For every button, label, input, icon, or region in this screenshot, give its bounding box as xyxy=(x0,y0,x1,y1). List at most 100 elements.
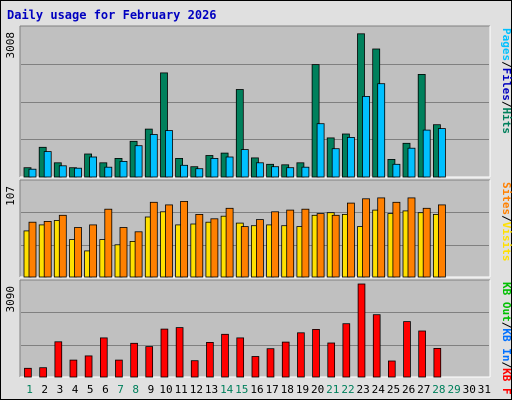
bar-sites xyxy=(422,207,431,278)
bar-sites xyxy=(346,202,355,278)
legend-part: KB In xyxy=(500,328,512,361)
bar-sites xyxy=(255,219,264,278)
x-tick-label: 10 xyxy=(159,383,172,396)
x-tick-label: 2 xyxy=(41,383,48,396)
bar-files xyxy=(255,162,264,178)
x-tick-label: 12 xyxy=(190,383,203,396)
bar-sites xyxy=(134,231,143,278)
bar-sites xyxy=(331,214,340,278)
legend-part: / xyxy=(500,322,512,329)
bar-sites xyxy=(195,213,204,278)
x-tick-label: 29 xyxy=(447,383,460,396)
bar-files xyxy=(316,123,325,178)
bar-sites xyxy=(119,227,128,278)
bar-sites xyxy=(225,207,234,278)
bar-kb-f xyxy=(100,337,108,378)
bar-kb-f xyxy=(175,327,184,378)
bar-files xyxy=(74,167,82,178)
bar-files xyxy=(43,151,52,178)
bar-sites xyxy=(89,224,97,278)
x-tick-label: 14 xyxy=(220,383,234,396)
bar-files xyxy=(225,156,234,178)
x-tick-label: 21 xyxy=(326,383,339,396)
x-tick-label: 18 xyxy=(281,383,294,396)
x-tick-label: 17 xyxy=(266,383,279,396)
legend-part: Sites xyxy=(500,182,512,215)
bar-kb-f xyxy=(206,341,214,378)
x-tick-label: 22 xyxy=(341,383,354,396)
bar-sites xyxy=(407,197,416,278)
bar-sites xyxy=(58,214,67,278)
x-tick-label: 5 xyxy=(87,383,94,396)
bar-sites xyxy=(437,204,446,278)
y-axis-legend: Pages/Files/Hits xyxy=(500,28,512,134)
bar-files xyxy=(362,96,370,178)
bar-kb-f xyxy=(327,342,336,378)
bar-files xyxy=(331,148,340,178)
bar-files xyxy=(195,168,204,178)
legend-part: / xyxy=(500,101,512,108)
legend-part: KB Out xyxy=(500,282,512,322)
bar-kb-f xyxy=(281,341,290,378)
bar-sites xyxy=(301,208,310,278)
bar-kb-f xyxy=(145,346,154,378)
bar-kb-f xyxy=(433,347,442,378)
bar-kb-f xyxy=(357,283,366,378)
bar-hits xyxy=(160,72,168,178)
bar-files xyxy=(180,164,189,178)
bar-files xyxy=(437,128,446,178)
bar-kb-f xyxy=(54,341,63,378)
bar-files xyxy=(134,145,143,178)
x-tick-label: 26 xyxy=(402,383,415,396)
bar-files xyxy=(377,83,386,178)
bar-kb-f xyxy=(190,360,199,378)
bar-sites xyxy=(377,197,386,278)
x-axis-labels: 1 2 3 4 5 6 7 8 9 10 11 12 13 14 15 16 17 18 19 20 21 22 23 24 2… xyxy=(26,383,491,396)
legend-part: Pages xyxy=(500,28,512,61)
bar-kb-f xyxy=(342,323,351,378)
bar-sites xyxy=(28,221,37,278)
legend-part: Hits xyxy=(500,108,512,135)
bar-kb-f xyxy=(372,314,381,378)
x-tick-label: 23 xyxy=(356,383,369,396)
bar-files xyxy=(271,166,280,178)
bar-files xyxy=(28,168,37,178)
y-max-label: 3090 xyxy=(4,286,17,313)
bar-files xyxy=(301,166,310,178)
bar-kb-f xyxy=(418,330,426,378)
legend-part: KB F xyxy=(500,368,512,395)
bar-kb-f xyxy=(403,321,411,378)
x-tick-label: 6 xyxy=(102,383,109,396)
bar-files xyxy=(407,147,416,178)
bar-hits xyxy=(235,89,244,178)
bar-sites xyxy=(74,227,82,278)
bar-kb-f xyxy=(221,333,229,378)
x-tick-label: 1 xyxy=(26,383,33,396)
x-tick-label: 25 xyxy=(387,383,400,396)
bar-files xyxy=(392,163,401,178)
chart-title: Daily usage for February 2026 xyxy=(7,8,217,22)
bar-hits xyxy=(417,74,426,178)
x-tick-label: 13 xyxy=(205,383,218,396)
bar-files xyxy=(104,166,113,178)
bar-sites xyxy=(165,204,173,278)
legend-part: / xyxy=(500,61,512,68)
bar-kb-f xyxy=(312,328,320,378)
bar-sites xyxy=(392,201,401,278)
bar-files xyxy=(165,130,173,178)
bar-files xyxy=(422,129,431,178)
bar-kb-f xyxy=(160,328,169,378)
bar-sites xyxy=(286,209,295,278)
x-tick-label: 20 xyxy=(311,383,324,396)
x-tick-label: 19 xyxy=(296,383,309,396)
bar-sites xyxy=(104,208,113,278)
bar-sites xyxy=(180,200,189,278)
bar-kb-f xyxy=(39,367,47,378)
bar-kb-f xyxy=(24,367,32,378)
y-axis-legend: KB Out/KB In/KB F xyxy=(500,282,512,395)
y-max-label: 3008 xyxy=(4,32,17,59)
legend-part: Visits xyxy=(500,222,512,262)
bar-kb-f xyxy=(236,337,245,378)
